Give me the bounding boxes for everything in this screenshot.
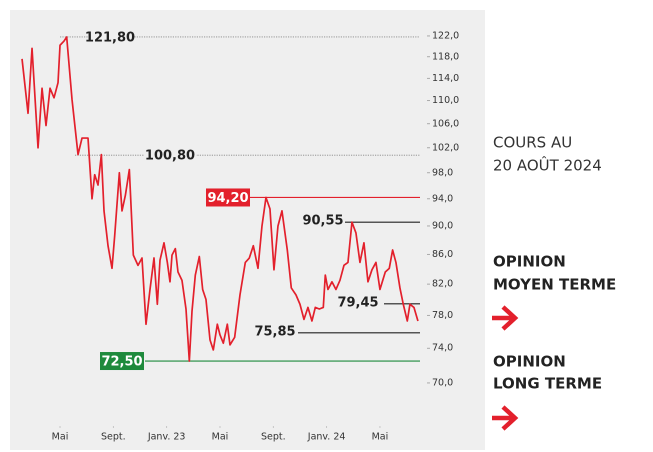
level-label: 94,20 bbox=[207, 191, 248, 206]
opinion-label: OPINION bbox=[493, 253, 566, 271]
x-tick-label: Janv. 23 bbox=[147, 432, 186, 443]
x-tick-label: Mai bbox=[372, 432, 389, 443]
y-tick-label: 78,0 bbox=[432, 310, 453, 321]
level-label-bg bbox=[88, 27, 132, 46]
level-label: 100,80 bbox=[145, 149, 195, 164]
opinion-label: OPINION bbox=[493, 353, 566, 371]
date-title: COURS AU bbox=[493, 134, 572, 152]
opinion-label: MOYEN TERME bbox=[493, 276, 616, 294]
y-tick-label: 110,0 bbox=[432, 95, 459, 106]
level-box bbox=[100, 352, 144, 371]
y-tick-label: 86,0 bbox=[432, 249, 453, 260]
y-tick-label: 82,0 bbox=[432, 279, 453, 290]
level-label: 75,85 bbox=[254, 324, 295, 339]
y-tick-label: 106,0 bbox=[432, 118, 459, 129]
level-label: 72,50 bbox=[101, 355, 142, 370]
level-label: 121,80 bbox=[85, 30, 135, 45]
opinion-label: LONG TERME bbox=[493, 375, 602, 393]
x-tick-label: Janv. 24 bbox=[307, 432, 346, 443]
arrow-icon bbox=[492, 405, 519, 431]
y-tick-label: 94,0 bbox=[432, 193, 453, 204]
level-label: 79,45 bbox=[337, 295, 378, 310]
level-label-bg bbox=[144, 146, 196, 165]
y-tick-label: 70,0 bbox=[432, 377, 453, 388]
chart-background bbox=[10, 10, 485, 450]
x-tick-label: Sept. bbox=[101, 432, 126, 443]
x-tick-label: Sept. bbox=[261, 432, 286, 443]
y-tick-label: 90,0 bbox=[432, 220, 453, 231]
x-tick-label: Mai bbox=[212, 432, 229, 443]
y-tick-label: 74,0 bbox=[432, 343, 453, 354]
y-tick-label: 98,0 bbox=[432, 167, 453, 178]
y-tick-label: 102,0 bbox=[432, 142, 459, 153]
price-line bbox=[21, 36, 419, 362]
arrow-icon bbox=[492, 305, 519, 331]
x-tick-label: Mai bbox=[52, 432, 69, 443]
y-tick-label: 122,0 bbox=[432, 30, 459, 41]
y-tick-label: 118,0 bbox=[432, 51, 459, 62]
level-box bbox=[206, 188, 250, 207]
level-label: 90,55 bbox=[302, 214, 343, 229]
date-title: 20 AOÛT 2024 bbox=[493, 156, 602, 175]
y-tick-label: 114,0 bbox=[432, 73, 459, 84]
